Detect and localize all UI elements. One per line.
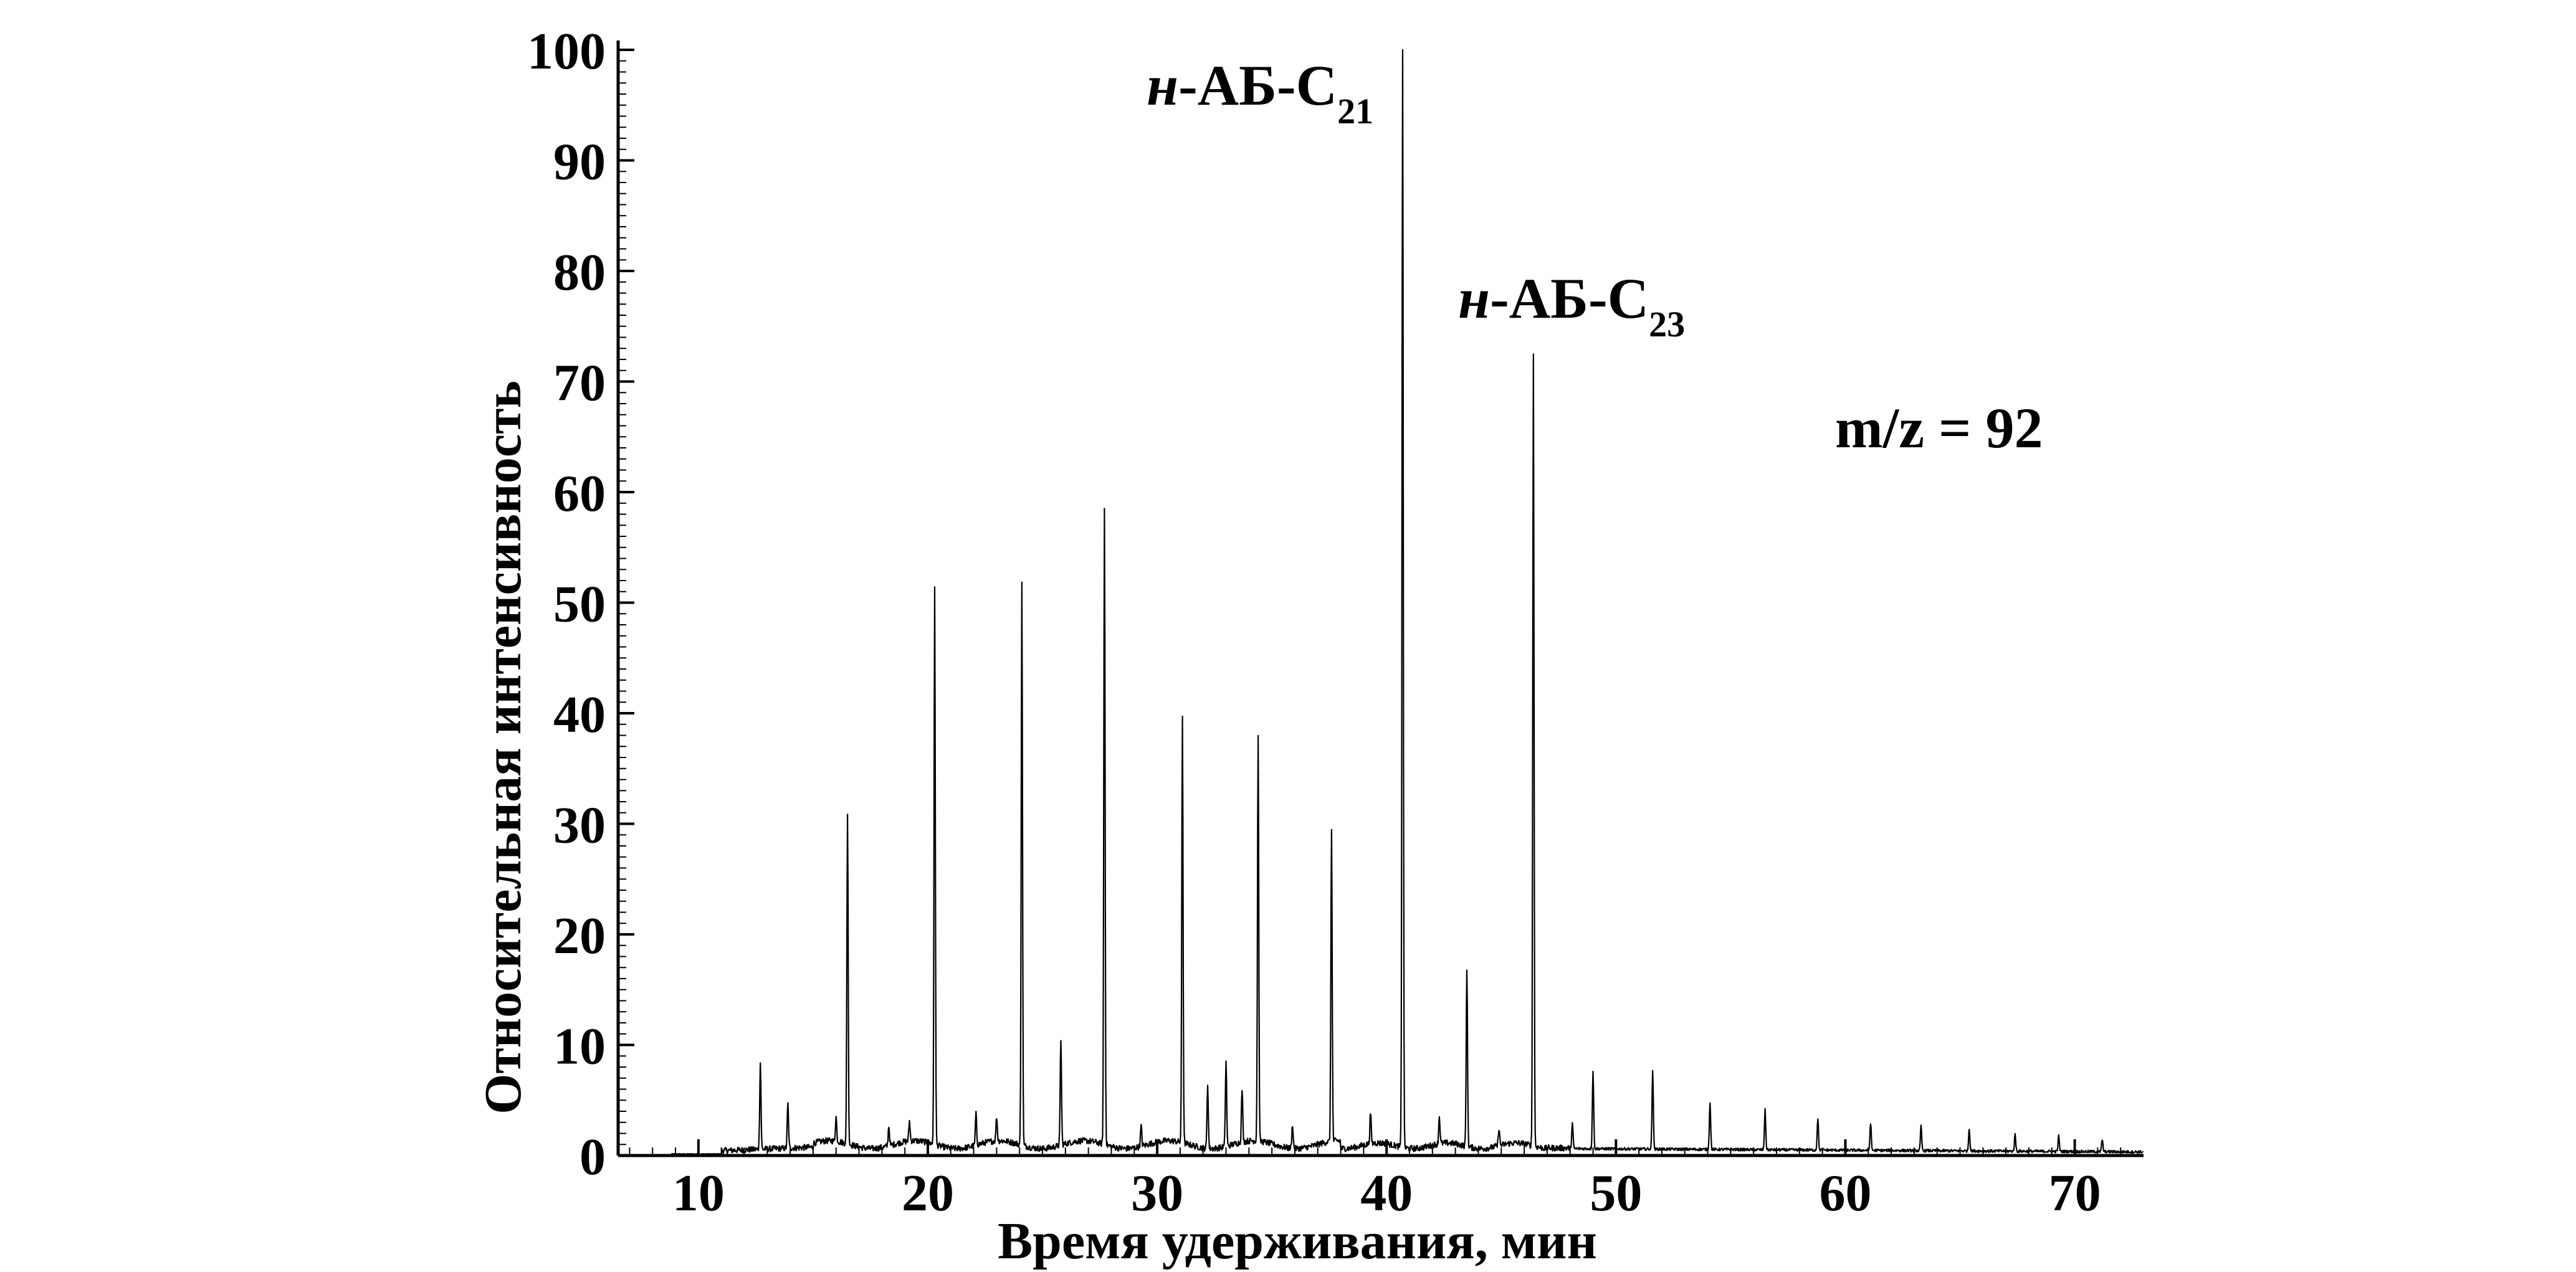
signal-trace <box>670 49 2144 1156</box>
y-tick-label: 50 <box>553 576 606 634</box>
y-tick-label: 40 <box>553 686 606 744</box>
y-tick-label: 100 <box>527 22 606 80</box>
peak-label-c23-prefix: н <box>1458 267 1490 330</box>
x-tick-label: 50 <box>1590 1164 1642 1222</box>
peak-label-c23: н-АБ-С23 <box>1458 267 1685 344</box>
tick-marks <box>618 49 2122 1157</box>
y-tick-label: 80 <box>553 244 606 301</box>
peak-label-c21-subscript: 21 <box>1337 91 1373 131</box>
y-tick-label: 90 <box>553 133 606 191</box>
peak-label-c21: н-АБ-С21 <box>1147 54 1373 131</box>
y-tick-label: 10 <box>553 1018 606 1076</box>
peak-label-c23-main: -АБ-С <box>1490 267 1649 330</box>
y-axis-label: Относительная интенсивность <box>474 381 532 1114</box>
x-tick-label: 60 <box>1819 1164 1871 1222</box>
mz-annotation: m/z = 92 <box>1835 396 2043 460</box>
x-axis-label: Время удерживания, мин <box>998 1212 1597 1270</box>
peak-label-c21-main: -АБ-С <box>1178 54 1337 117</box>
y-tick-label: 0 <box>580 1128 606 1186</box>
x-tick-label: 30 <box>1131 1164 1183 1222</box>
y-tick-label: 20 <box>553 907 606 965</box>
x-tick-label: 70 <box>2049 1164 2101 1222</box>
y-tick-label: 70 <box>553 354 606 412</box>
x-tick-label: 20 <box>902 1164 954 1222</box>
peak-label-c21-prefix: н <box>1147 54 1178 117</box>
y-tick-label: 30 <box>553 797 606 855</box>
x-tick-labels: 10 20 30 40 50 60 70 <box>672 1164 2101 1222</box>
y-tick-label: 60 <box>553 465 606 523</box>
peak-label-c23-subscript: 23 <box>1649 304 1685 344</box>
y-tick-labels: 0 10 20 30 40 50 60 70 80 90 100 <box>527 22 606 1186</box>
x-tick-label: 10 <box>672 1164 725 1222</box>
x-tick-label: 40 <box>1360 1164 1413 1222</box>
